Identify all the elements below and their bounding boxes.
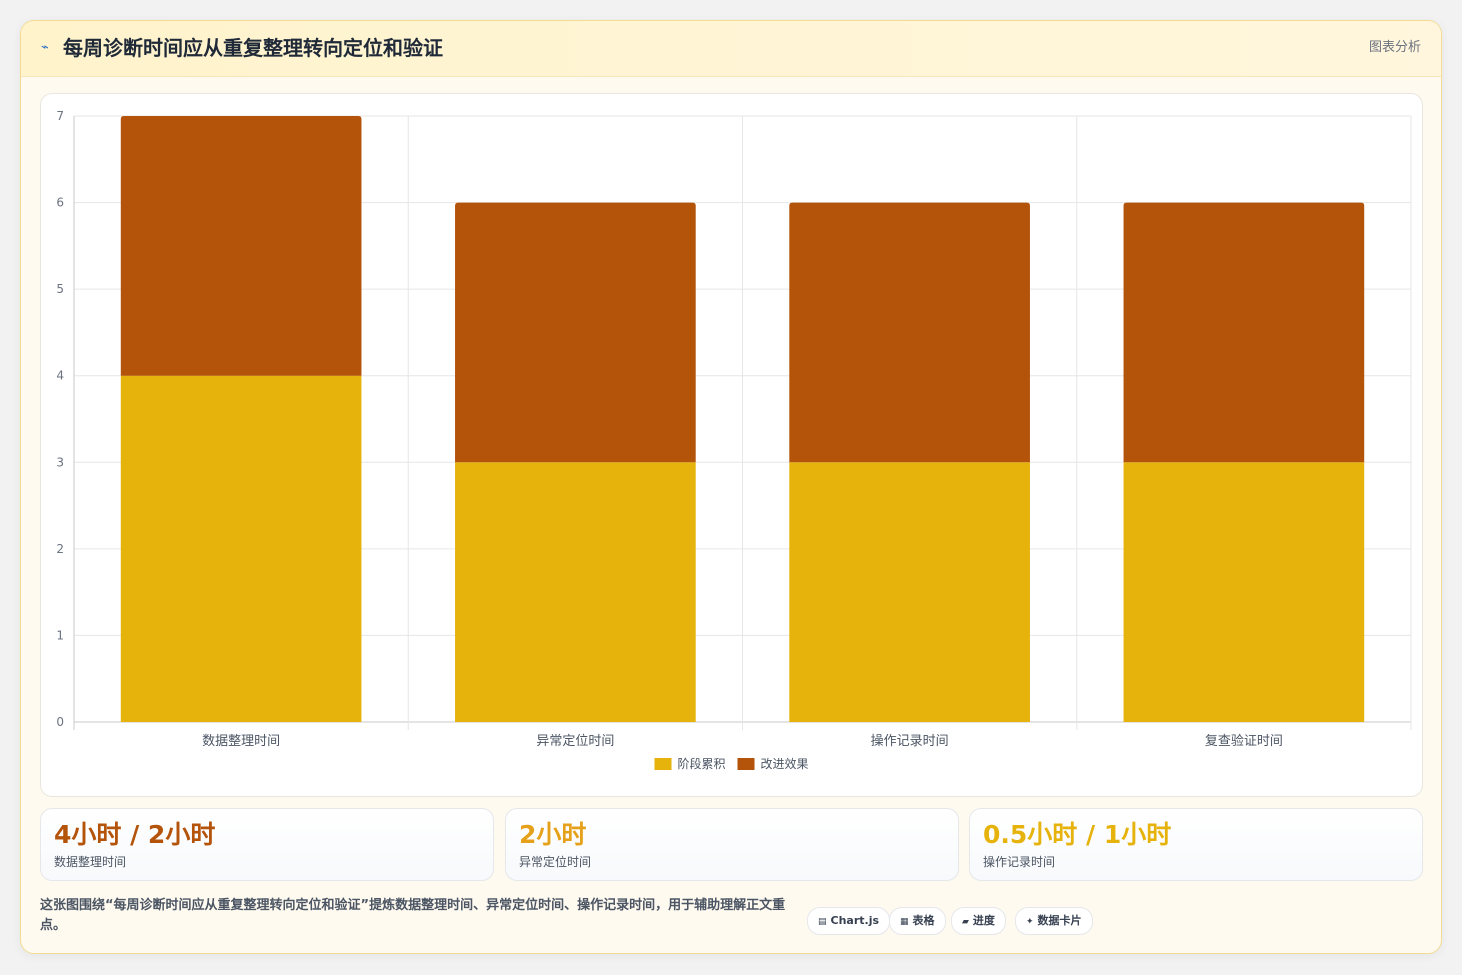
x-tick-label: 异常定位时间 — [536, 734, 614, 749]
bar-segment-阶段累积 — [789, 462, 1030, 722]
table-icon: ▦ — [900, 917, 909, 927]
x-tick-label: 数据整理时间 — [202, 734, 280, 749]
chart-icon: ▤ — [818, 917, 827, 927]
bar-segment-阶段累积 — [455, 462, 696, 722]
stat-value: 4小时 / 2小时 — [54, 820, 216, 849]
x-tick-label: 操作记录时间 — [871, 733, 949, 749]
y-tick-label: 5 — [56, 282, 64, 296]
stat-label: 异常定位时间 — [519, 855, 592, 869]
card-header: ⌁ 每周诊断时间应从重复整理转向定位和验证 图表分析 — [21, 21, 1441, 77]
stat-card-2: 2小时 异常定位时间 — [505, 808, 959, 881]
bar-segment-改进效果 — [455, 202, 696, 463]
pill-label: 进度 — [972, 914, 995, 927]
chart-card: ⌁ 每周诊断时间应从重复整理转向定位和验证 图表分析 0 1 2 3 4 5 6 7 数据整理时… — [20, 20, 1442, 954]
pill-label: 数据卡片 — [1037, 914, 1082, 927]
bar-segment-改进效果 — [1123, 202, 1365, 463]
pill-data-card[interactable]: ✦ 数据卡片 — [1015, 907, 1093, 935]
bar-segment-改进效果 — [789, 202, 1030, 463]
y-tick-label: 3 — [56, 455, 64, 469]
legend-label: 改进效果 — [761, 756, 809, 771]
pill-chartjs[interactable]: ▤ Chart.js — [807, 907, 891, 935]
y-tick-label: 1 — [56, 628, 64, 642]
pill-table[interactable]: ▦ 表格 — [889, 907, 946, 935]
pill-label: 表格 — [912, 914, 935, 927]
stat-label: 操作记录时间 — [983, 855, 1056, 869]
legend-label: 阶段累积 — [678, 756, 726, 771]
stat-value: 2小时 — [519, 820, 587, 849]
stat-card-1: 4小时 / 2小时 数据整理时间 — [40, 808, 494, 881]
y-tick-label: 7 — [56, 109, 64, 123]
chart-description: 这张图围绕“每周诊断时间应从重复整理转向定位和验证”提炼数据整理时间、异常定位时… — [40, 898, 786, 933]
bar-segment-改进效果 — [120, 116, 362, 376]
line-chart-icon: ⌁ — [41, 40, 49, 55]
progress-icon: ▰ — [962, 917, 969, 927]
stat-card-3: 0.5小时 / 1小时 操作记录时间 — [969, 808, 1423, 881]
y-tick-label: 0 — [56, 715, 64, 729]
legend-swatch — [654, 758, 672, 770]
stat-label: 数据整理时间 — [54, 855, 127, 869]
bar-segment-阶段累积 — [120, 375, 362, 722]
chart-tag: 图表分析 — [1368, 40, 1421, 55]
y-tick-label: 4 — [56, 369, 64, 383]
y-tick-label: 2 — [56, 542, 64, 556]
chart-area: 0 1 2 3 4 5 6 7 数据整理时间 异常定位时间 操作记录时间 复查验证时间阶段累积 改进效果 — [40, 93, 1423, 797]
y-tick-label: 6 — [56, 196, 64, 210]
pill-label: Chart.js — [830, 914, 880, 927]
bar-segment-阶段累积 — [1123, 462, 1365, 722]
sparkle-icon: ✦ — [1026, 917, 1034, 927]
legend-swatch — [737, 758, 755, 770]
chart-title: 每周诊断时间应从重复整理转向定位和验证 — [63, 36, 443, 60]
stat-value: 0.5小时 / 1小时 — [983, 820, 1172, 849]
pill-progress[interactable]: ▰ 进度 — [951, 907, 1006, 935]
x-tick-label: 复查验证时间 — [1205, 733, 1283, 749]
